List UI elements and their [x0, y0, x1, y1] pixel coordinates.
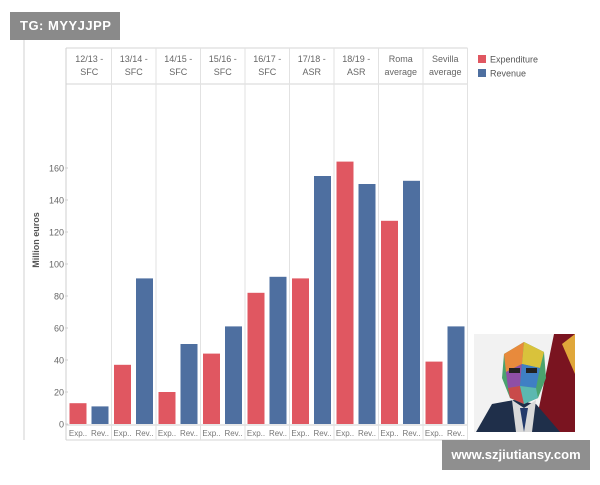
- group-label-line1: 17/18 -: [298, 54, 326, 64]
- bar-expenditure: [247, 292, 265, 424]
- bar-label: Rev..: [447, 429, 465, 438]
- bar-label: Exp..: [425, 429, 443, 438]
- y-tick-label: 80: [54, 292, 64, 302]
- y-tick-label: 140: [49, 196, 64, 206]
- bar-label: Exp..: [113, 429, 131, 438]
- bar-label: Exp..: [291, 429, 309, 438]
- bar-label: Exp..: [380, 429, 398, 438]
- bar-label: Rev..: [402, 429, 420, 438]
- y-tick-label: 40: [54, 356, 64, 366]
- bar-expenditure: [292, 278, 309, 424]
- y-tick-label: 120: [49, 228, 64, 238]
- y-axis-title: Million euros: [31, 212, 41, 268]
- bar-label: Rev..: [313, 429, 331, 438]
- bar-expenditure: [203, 353, 220, 424]
- bar-expenditure: [69, 403, 87, 424]
- bar-expenditure: [425, 361, 443, 424]
- y-tick-label: 60: [54, 324, 64, 334]
- bar-label: Exp..: [247, 429, 265, 438]
- bar-label: Rev..: [224, 429, 242, 438]
- group-label-line2: SFC: [214, 67, 233, 77]
- y-tick-label: 160: [49, 164, 64, 174]
- legend-label: Revenue: [490, 69, 526, 79]
- bar-expenditure: [158, 392, 176, 424]
- bar-label: Rev..: [135, 429, 153, 438]
- group-label-line1: Roma: [389, 54, 413, 64]
- group-label-line1: 14/15 -: [164, 54, 192, 64]
- bar-label: Rev..: [180, 429, 198, 438]
- group-label-line2: ASR: [302, 67, 321, 77]
- bar-label: Rev..: [358, 429, 376, 438]
- bar-label: Rev..: [91, 429, 109, 438]
- group-label-line2: SFC: [169, 67, 188, 77]
- portrait-image: [474, 334, 575, 432]
- y-tick-label: 100: [49, 260, 64, 270]
- bar-revenue: [136, 278, 153, 424]
- group-label-line2: average: [384, 67, 417, 77]
- legend-label: Expenditure: [490, 55, 538, 65]
- legend-swatch: [478, 55, 486, 63]
- group-label-line2: average: [429, 67, 462, 77]
- bar-expenditure: [114, 364, 131, 424]
- bar-expenditure: [381, 220, 398, 424]
- group-label-line2: SFC: [125, 67, 144, 77]
- bar-revenue: [269, 276, 287, 424]
- bar-revenue: [314, 176, 331, 424]
- bar-label: Exp..: [158, 429, 176, 438]
- bar-revenue: [403, 180, 420, 424]
- bar-revenue: [358, 184, 376, 424]
- bar-revenue: [225, 326, 242, 424]
- bar-revenue: [447, 326, 465, 424]
- group-label-line1: 12/13 -: [75, 54, 103, 64]
- y-tick-label: 20: [54, 388, 64, 398]
- bar-label: Exp..: [336, 429, 354, 438]
- y-tick-label: 0: [59, 420, 64, 430]
- watermark-tag: TG: MYYJJPP: [10, 12, 120, 40]
- bar-label: Rev..: [269, 429, 287, 438]
- bar-label: Exp..: [69, 429, 87, 438]
- bar-revenue: [91, 406, 109, 424]
- group-label-line2: SFC: [80, 67, 99, 77]
- group-label-line2: ASR: [347, 67, 366, 77]
- group-label-line1: Sevilla: [432, 54, 459, 64]
- bar-label: Exp..: [202, 429, 220, 438]
- group-label-line1: 18/19 -: [342, 54, 370, 64]
- group-label-line1: 13/14 -: [120, 54, 148, 64]
- group-label-line2: SFC: [258, 67, 277, 77]
- url-tag: www.szjiutiansy.com: [442, 440, 590, 470]
- legend-swatch: [478, 69, 486, 77]
- group-label-line1: 16/17 -: [253, 54, 281, 64]
- group-label-line1: 15/16 -: [209, 54, 237, 64]
- bar-revenue: [180, 344, 198, 424]
- bar-expenditure: [336, 161, 354, 424]
